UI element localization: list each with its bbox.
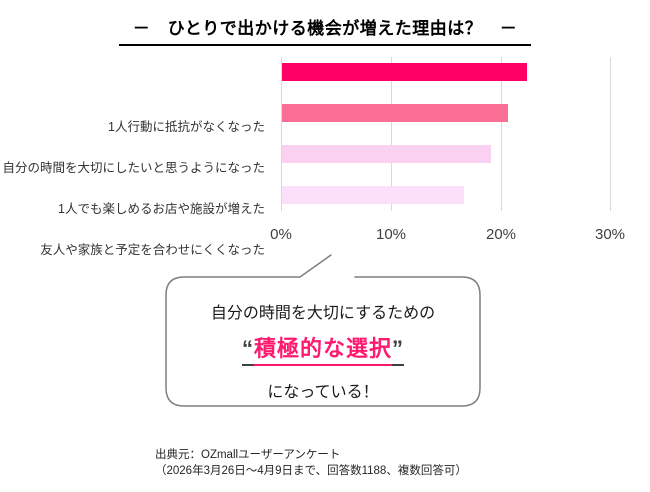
bar-value-own-time: [282, 104, 508, 122]
bar-more-solo-places: [282, 145, 491, 163]
category-label: 自分の時間を大切にしたいと思うようになった: [2, 161, 265, 175]
gridline-30pct: [610, 57, 611, 211]
source-line-2: （2026年3月26日～4月9日まで、回答数1188、複数回答可）: [155, 465, 467, 477]
close-quote: ”: [392, 336, 404, 366]
plot-area: [281, 57, 611, 211]
speech-bubble-outline: [165, 254, 481, 407]
x-tick-20: 20%: [485, 226, 517, 243]
category-label: 1人行動に抵抗がなくなった: [108, 120, 265, 134]
callout-highlight-text: 積極的な選択: [253, 336, 392, 366]
callout-line-3: になっている！: [267, 384, 379, 401]
category-label: 1人でも楽しめるお店や施設が増えた: [58, 202, 265, 216]
title-row: － ひとりで出かける機会が増えた理由は？ －: [0, 14, 650, 46]
source-line-1: 出典元：OZmallユーザーアンケート: [155, 449, 341, 461]
x-tick-10: 10%: [375, 226, 407, 243]
speech-bubble-path: [165, 254, 481, 407]
gridline-10pct: [391, 57, 392, 211]
source-note: 出典元：OZmallユーザーアンケート （2026年3月26日～4月9日まで、回…: [155, 447, 467, 479]
gridline-20pct: [501, 57, 502, 211]
bar-chart: 1人行動に抵抗がなくなった 自分の時間を大切にしたいと思うようになった 1人でも…: [0, 55, 650, 257]
category-label: 友人や家族と予定を合わせにくくなった: [40, 243, 265, 257]
chart-title: － ひとりで出かける機会が増えた理由は？ －: [118, 14, 532, 46]
bar-hard-to-schedule: [282, 186, 464, 204]
open-quote: “: [241, 336, 254, 366]
callout-line-1: 自分の時間を大切にするための: [210, 305, 436, 322]
x-tick-0: 0%: [270, 226, 292, 243]
gridline-0pct: [281, 57, 282, 211]
bar-no-resistance: [282, 63, 528, 81]
callout-highlight-line: “積極的な選択”: [166, 331, 480, 366]
x-tick-30: 30%: [594, 226, 626, 243]
